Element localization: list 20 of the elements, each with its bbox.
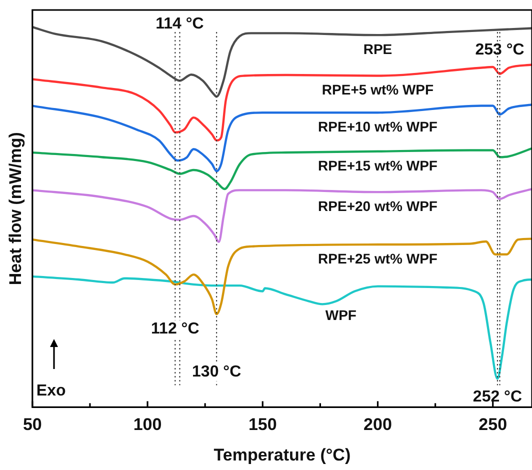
ref-line-label: 130 °C bbox=[192, 364, 242, 381]
series-label: RPE+25 wt% WPF bbox=[318, 250, 438, 266]
series-label: RPE+15 wt% WPF bbox=[318, 157, 438, 174]
series-label: WPF bbox=[325, 307, 357, 324]
x-tick-label: 50 bbox=[22, 415, 42, 434]
ref-line-label: 114 °C bbox=[156, 15, 204, 32]
x-axis-title: Temperature (°C) bbox=[214, 445, 351, 464]
x-tick-label: 150 bbox=[248, 415, 277, 434]
x-tick-label: 100 bbox=[133, 415, 162, 434]
ref-line-label: 112 °C bbox=[151, 320, 200, 338]
x-tick-label: 250 bbox=[478, 415, 508, 434]
ref-line-label: 252 °C bbox=[472, 388, 522, 406]
series-label: RPE bbox=[363, 40, 392, 57]
ref-line-label: 253 °C bbox=[475, 41, 525, 58]
series-label: RPE+5 wt% WPF bbox=[322, 82, 434, 98]
annotation: Exo bbox=[36, 382, 66, 400]
x-tick-label: 200 bbox=[364, 415, 392, 434]
series-label: RPE+20 wt% WPF bbox=[318, 198, 438, 214]
series-label: RPE+10 wt% WPF bbox=[318, 118, 438, 134]
y-axis-title: Heat flow (mW/mg) bbox=[6, 132, 25, 286]
